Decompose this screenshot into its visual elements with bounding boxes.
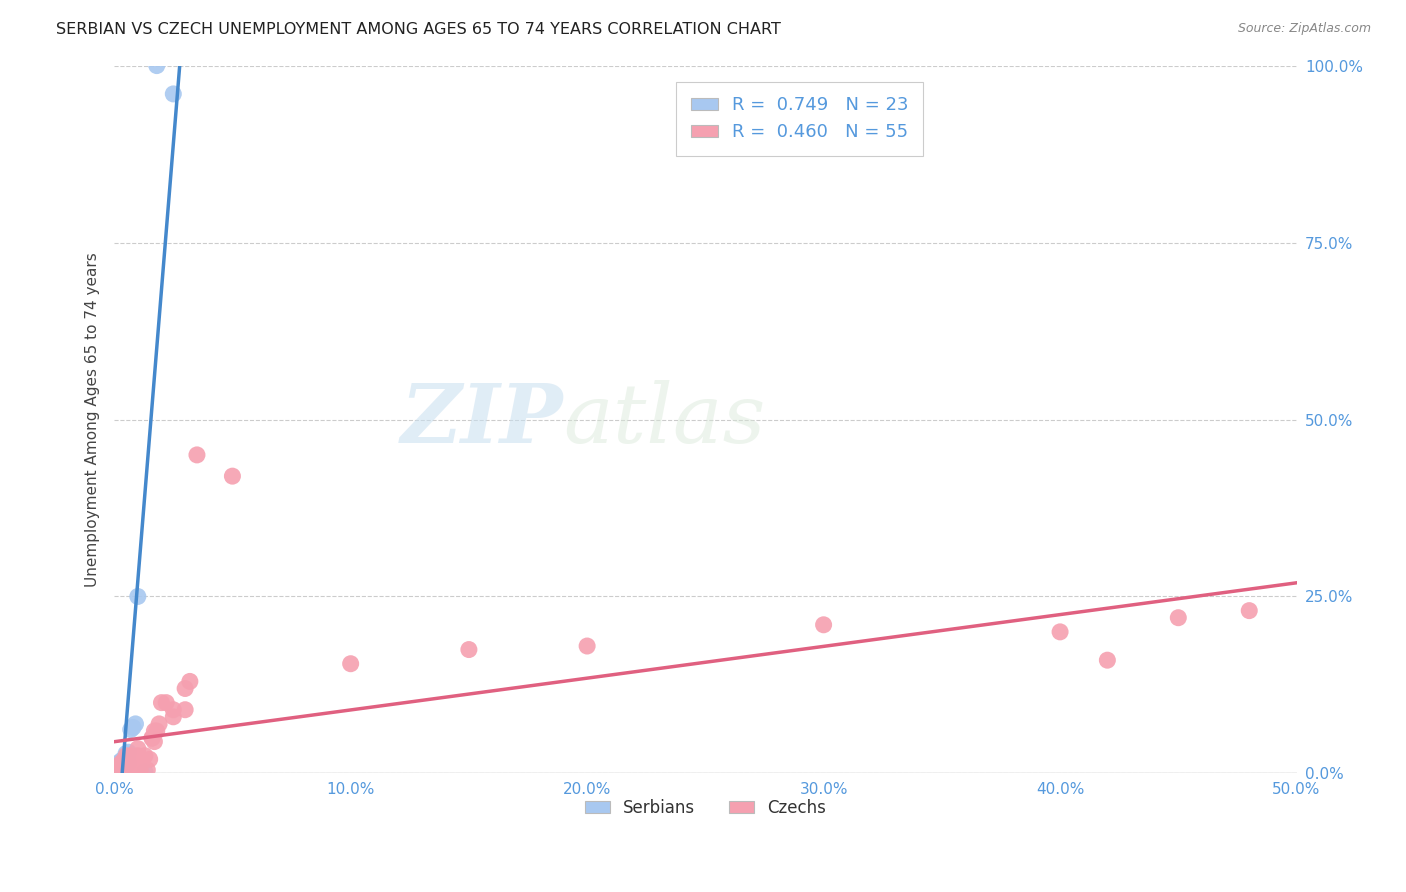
- Point: [141, 731, 163, 745]
- Point: [127, 748, 149, 763]
- Point: [122, 752, 145, 766]
- Legend: Serbians, Czechs: Serbians, Czechs: [576, 790, 834, 825]
- Point: [1049, 624, 1071, 639]
- Point: [112, 754, 135, 768]
- Point: [108, 759, 131, 773]
- Point: [148, 717, 170, 731]
- Point: [138, 752, 160, 766]
- Point: [124, 717, 146, 731]
- Point: [115, 763, 138, 777]
- Text: Source: ZipAtlas.com: Source: ZipAtlas.com: [1237, 22, 1371, 36]
- Point: [124, 759, 146, 773]
- Point: [110, 758, 132, 772]
- Text: atlas: atlas: [564, 379, 766, 459]
- Point: [813, 617, 835, 632]
- Point: [117, 745, 139, 759]
- Point: [179, 674, 201, 689]
- Y-axis label: Unemployment Among Ages 65 to 74 years: Unemployment Among Ages 65 to 74 years: [86, 252, 100, 587]
- Point: [136, 763, 159, 777]
- Point: [120, 756, 142, 770]
- Point: [127, 756, 149, 770]
- Point: [105, 762, 128, 776]
- Text: SERBIAN VS CZECH UNEMPLOYMENT AMONG AGES 65 TO 74 YEARS CORRELATION CHART: SERBIAN VS CZECH UNEMPLOYMENT AMONG AGES…: [56, 22, 782, 37]
- Point: [105, 762, 128, 776]
- Point: [108, 756, 131, 770]
- Point: [110, 764, 132, 779]
- Point: [186, 448, 208, 462]
- Point: [174, 681, 197, 696]
- Point: [117, 759, 139, 773]
- Point: [145, 723, 167, 738]
- Point: [141, 731, 163, 745]
- Text: ZIP: ZIP: [401, 379, 564, 459]
- Point: [105, 764, 128, 779]
- Point: [122, 759, 145, 773]
- Point: [162, 710, 184, 724]
- Point: [110, 764, 132, 778]
- Point: [108, 759, 131, 773]
- Point: [108, 764, 131, 779]
- Point: [112, 752, 135, 766]
- Point: [339, 657, 361, 671]
- Point: [122, 720, 145, 734]
- Point: [131, 752, 153, 766]
- Point: [120, 748, 142, 763]
- Point: [117, 752, 139, 766]
- Point: [110, 761, 132, 775]
- Point: [115, 751, 138, 765]
- Point: [117, 764, 139, 779]
- Point: [576, 639, 599, 653]
- Point: [115, 747, 138, 761]
- Point: [112, 764, 135, 779]
- Point: [112, 759, 135, 773]
- Point: [457, 642, 479, 657]
- Point: [110, 764, 132, 779]
- Point: [120, 763, 142, 777]
- Point: [115, 748, 138, 763]
- Point: [127, 741, 149, 756]
- Point: [120, 723, 142, 737]
- Point: [129, 763, 152, 777]
- Point: [155, 696, 177, 710]
- Point: [117, 756, 139, 770]
- Point: [110, 754, 132, 768]
- Point: [1239, 604, 1261, 618]
- Point: [110, 756, 132, 770]
- Point: [162, 703, 184, 717]
- Point: [150, 696, 173, 710]
- Point: [134, 748, 156, 763]
- Point: [174, 703, 197, 717]
- Point: [134, 764, 156, 779]
- Point: [127, 590, 149, 604]
- Point: [1097, 653, 1119, 667]
- Point: [105, 764, 128, 778]
- Point: [115, 758, 138, 772]
- Point: [108, 763, 131, 777]
- Point: [162, 87, 184, 101]
- Point: [143, 723, 166, 738]
- Point: [105, 764, 128, 779]
- Point: [108, 763, 131, 777]
- Point: [1167, 610, 1189, 624]
- Point: [112, 761, 135, 775]
- Point: [115, 761, 138, 775]
- Point: [143, 734, 166, 748]
- Point: [145, 59, 167, 73]
- Point: [221, 469, 243, 483]
